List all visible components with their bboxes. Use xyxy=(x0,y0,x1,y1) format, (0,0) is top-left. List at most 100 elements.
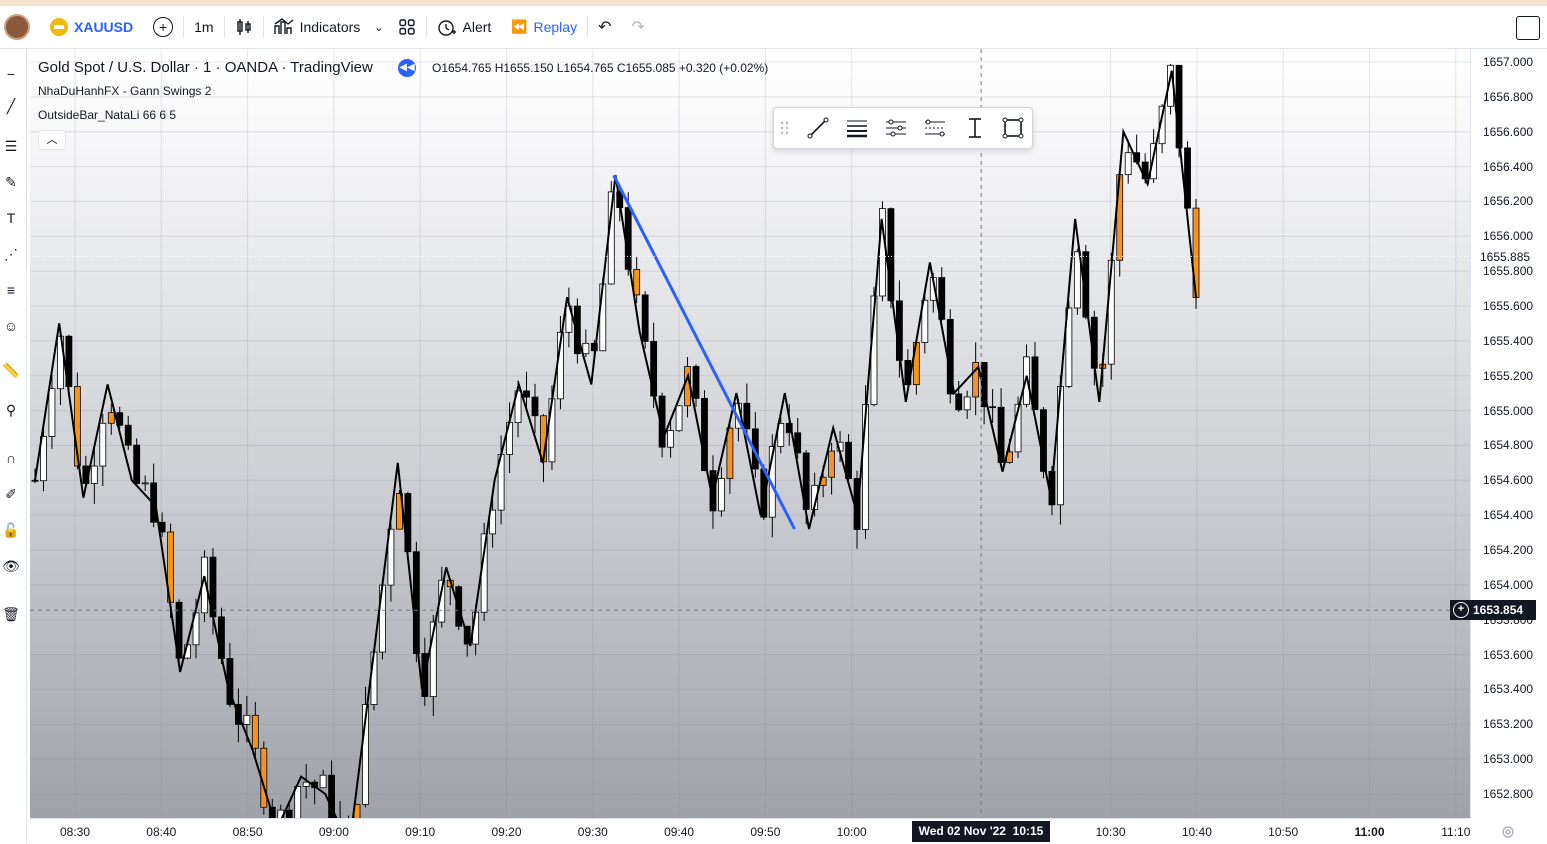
settings-gear-icon[interactable] xyxy=(1500,824,1516,840)
alert-button[interactable]: Alert xyxy=(427,6,502,48)
undo-button[interactable]: ↶ xyxy=(588,6,621,48)
price-chart[interactable] xyxy=(30,49,1470,818)
study-legend-gann[interactable]: NhaDuHanhFX - Gann Swings 2 xyxy=(38,84,212,98)
stay-drawing-icon[interactable]: ✐ xyxy=(5,486,17,502)
pattern-tool-icon[interactable]: ⋰ xyxy=(4,246,18,262)
replay-label: Replay xyxy=(533,19,578,35)
candle-body xyxy=(955,393,963,411)
price-tick-label: 1656.400 xyxy=(1483,159,1534,174)
chart-pane[interactable]: Gold Spot / U.S. Dollar · 1 · OANDA · Tr… xyxy=(30,49,1470,818)
text-tool-icon[interactable]: T xyxy=(6,210,16,226)
drawing-floating-toolbar xyxy=(773,107,1033,149)
brush-tool-icon[interactable]: ✎ xyxy=(5,174,17,190)
zoom-tool-icon[interactable]: ⚲ xyxy=(5,402,17,418)
undo-icon: ↶ xyxy=(598,19,612,36)
chart-type-button[interactable] xyxy=(225,6,263,48)
lock-tool-icon[interactable]: 🔓 xyxy=(2,522,20,538)
price-range-icon[interactable] xyxy=(963,116,987,140)
line-width-icon[interactable] xyxy=(845,116,869,140)
time-tick-label: 09:00 xyxy=(318,825,349,839)
interval-label: 1m xyxy=(194,19,214,35)
last-price-label: 1655.885 xyxy=(1474,250,1538,264)
candle-body xyxy=(1184,147,1191,209)
templates-dropdown[interactable]: ⌄ xyxy=(370,6,387,48)
candle-body xyxy=(794,432,802,454)
candle-body xyxy=(701,397,708,471)
grid-icon xyxy=(398,19,415,35)
line-tool-icon[interactable] xyxy=(806,116,830,140)
crosshair-time: 10:15 xyxy=(1012,824,1044,838)
indicators-icon xyxy=(273,18,294,34)
time-tick-label: 09:20 xyxy=(491,825,522,839)
study-legend-outsidebar[interactable]: OutsideBar_NataLi 66 6 5 xyxy=(38,108,177,122)
replay-button[interactable]: ⏪ Replay xyxy=(501,6,587,48)
candle-body xyxy=(582,342,590,355)
candle-body xyxy=(48,388,56,437)
fib-tool-icon[interactable]: ☰ xyxy=(4,138,18,154)
outside-bar-candle xyxy=(251,714,259,749)
window-frame-icon xyxy=(1516,16,1540,40)
trendline-tool-icon[interactable]: ╱ xyxy=(6,98,16,114)
time-tick-label: 10:00 xyxy=(836,825,867,839)
candle-body xyxy=(489,509,497,535)
drag-handle-icon[interactable] xyxy=(780,120,790,136)
candle-body xyxy=(641,294,649,342)
trendline-drawing xyxy=(612,174,796,530)
layouts-button[interactable] xyxy=(388,6,426,48)
collapse-legend-button[interactable]: ︿ xyxy=(38,130,66,150)
candle-body xyxy=(921,299,929,343)
line-settings-icon[interactable] xyxy=(923,116,947,140)
candle-body xyxy=(243,714,251,725)
avatar[interactable] xyxy=(4,14,30,40)
candle-body xyxy=(294,785,302,818)
symbol-search-button[interactable]: XAUUSD xyxy=(40,6,143,48)
outside-bar-candle xyxy=(107,412,115,424)
top-toolbar: XAUUSD + 1m Indicators ⌄ Alert ⏪ Replay … xyxy=(0,6,1547,49)
alarm-clock-icon xyxy=(437,20,456,36)
magnet-tool-icon[interactable]: ∩ xyxy=(5,450,17,466)
candle-body xyxy=(777,422,785,448)
time-axis[interactable]: 11:10 11:00 10:50 10:40 10:30 10:00 09:50 09:40… xyxy=(30,818,1514,844)
rectangle-tool-icon[interactable] xyxy=(1001,116,1025,140)
crosshair-date: Wed 02 Nov '22 xyxy=(918,824,1006,838)
crosshair-tool-icon[interactable]: − xyxy=(6,66,16,82)
redo-button[interactable]: ↷ xyxy=(621,6,654,48)
price-axis[interactable]: 1657.000 1656.800 1656.600 1656.400 1656.200… xyxy=(1470,49,1547,818)
interval-button[interactable]: 1m xyxy=(184,6,223,48)
candles-icon xyxy=(236,19,251,35)
divider xyxy=(425,16,427,38)
ruler-tool-icon[interactable]: 📏 xyxy=(2,362,20,378)
price-tick-label: 1655.000 xyxy=(1483,403,1534,418)
price-tick-label: 1655.400 xyxy=(1483,333,1534,348)
candle-body xyxy=(1031,356,1039,411)
candle-body xyxy=(650,341,658,397)
user-menu[interactable] xyxy=(0,6,40,48)
price-tick-label: 1656.200 xyxy=(1483,194,1534,209)
emoji-tool-icon[interactable]: ☺ xyxy=(3,318,19,334)
candle-body xyxy=(963,396,971,411)
candle-body xyxy=(743,402,751,430)
replay-rewind-icon[interactable]: ◀◀ xyxy=(398,59,416,77)
time-tick-label: 10:30 xyxy=(1095,825,1126,839)
candle-body xyxy=(658,395,666,448)
time-tick-label: 08:30 xyxy=(59,825,91,839)
candle-body xyxy=(599,283,607,352)
trash-icon[interactable]: 🗑 xyxy=(2,606,20,622)
add-alert-icon[interactable]: + xyxy=(1453,602,1469,618)
hide-tool-icon[interactable]: 👁 xyxy=(2,558,20,574)
time-tick-label: 08:50 xyxy=(232,825,263,839)
crosshair-price-value: 1653.854 xyxy=(1473,603,1524,617)
line-style-icon[interactable] xyxy=(884,116,908,140)
candle-body xyxy=(285,809,293,818)
candle-body xyxy=(99,422,107,467)
compare-button[interactable]: + xyxy=(143,6,183,48)
prediction-tool-icon[interactable]: ≡ xyxy=(6,282,16,298)
candle-body xyxy=(133,444,141,484)
rewind-icon: ⏪ xyxy=(511,19,528,34)
price-tick-label: 1656.600 xyxy=(1483,124,1534,139)
candle-body xyxy=(277,809,285,818)
ohlc-values: O1654.765 H1655.150 L1654.765 C1655.085 … xyxy=(432,61,769,75)
candle-body xyxy=(938,277,946,320)
outside-bar-candle xyxy=(726,427,734,479)
indicators-button[interactable]: Indicators xyxy=(264,6,371,48)
